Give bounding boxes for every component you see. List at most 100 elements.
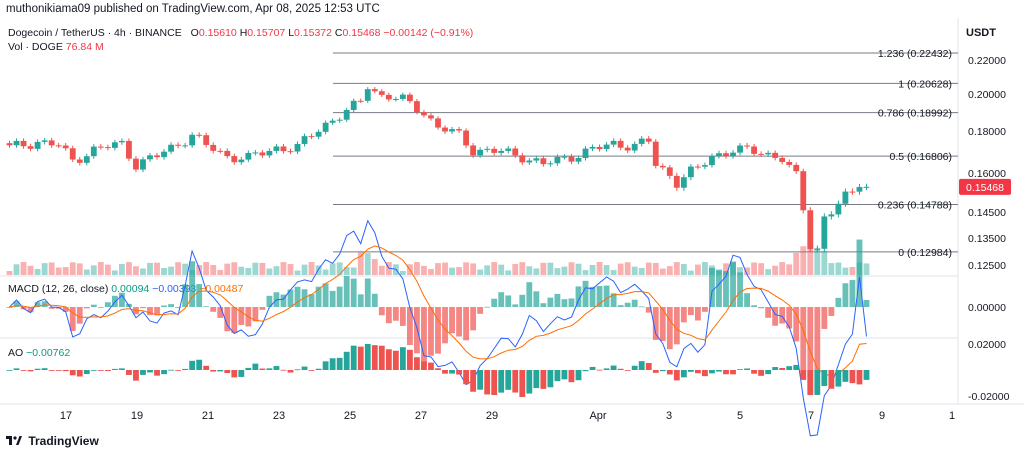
candle-body bbox=[716, 153, 722, 157]
volume-bar bbox=[680, 264, 687, 275]
y-tick-label: 0.14500 bbox=[968, 207, 1006, 219]
volume-bar bbox=[83, 269, 90, 275]
ao-label[interactable]: AO bbox=[8, 347, 24, 359]
ao-bar bbox=[638, 361, 645, 370]
candle-body bbox=[231, 156, 238, 163]
fib-level-label: 0.786 (0.18992) bbox=[878, 108, 952, 120]
ao-bar bbox=[301, 366, 308, 370]
volume-bar bbox=[449, 267, 455, 275]
volume-bar bbox=[13, 264, 20, 275]
ao-bar bbox=[800, 370, 807, 380]
ao-bar bbox=[772, 367, 779, 370]
ao-bar bbox=[175, 370, 182, 371]
volume-bar bbox=[575, 263, 582, 275]
volume-bar bbox=[582, 270, 589, 275]
macd-histogram-bar bbox=[807, 307, 814, 392]
candle-body bbox=[687, 166, 694, 178]
candle-body bbox=[41, 140, 48, 142]
ao-bar bbox=[210, 370, 217, 372]
ao-bar bbox=[273, 366, 280, 370]
ao-bar bbox=[744, 368, 750, 370]
volume-bar bbox=[210, 265, 217, 275]
candle-body bbox=[20, 140, 27, 147]
ao-bar bbox=[680, 370, 687, 378]
ao-bar bbox=[168, 369, 174, 371]
ao-bar bbox=[435, 368, 441, 370]
volume-bar bbox=[428, 268, 434, 275]
volume-bar bbox=[259, 262, 266, 275]
ao-bar bbox=[617, 368, 624, 370]
ao-bar bbox=[378, 345, 385, 370]
ao-bar bbox=[470, 370, 477, 392]
volume-bar bbox=[821, 250, 828, 275]
volume-bar bbox=[603, 265, 610, 275]
macd-histogram-bar bbox=[140, 307, 146, 309]
candle-body bbox=[147, 155, 153, 160]
volume-bar bbox=[666, 266, 673, 275]
ao-bar bbox=[364, 343, 371, 370]
macd-histogram-bar bbox=[392, 307, 399, 321]
macd-histogram-bar bbox=[168, 304, 174, 307]
candle-body bbox=[765, 152, 772, 155]
volume-bar bbox=[765, 269, 772, 275]
candle-body bbox=[730, 152, 736, 157]
candle-body bbox=[140, 159, 146, 170]
macd-histogram-bar bbox=[34, 302, 41, 307]
volume-bar bbox=[828, 263, 835, 275]
candle-body bbox=[631, 143, 638, 151]
candle-body bbox=[13, 140, 20, 146]
macd-histogram-bar bbox=[659, 307, 666, 341]
volume-bar bbox=[6, 271, 13, 275]
candle-body bbox=[744, 145, 750, 147]
macd-histogram-bar bbox=[238, 307, 245, 325]
ao-bar bbox=[252, 363, 259, 370]
ao-bar bbox=[76, 370, 83, 377]
macd-histogram-bar bbox=[596, 286, 603, 307]
macd-histogram-bar bbox=[41, 301, 48, 307]
candle-body bbox=[406, 94, 413, 102]
volume-bar bbox=[118, 263, 125, 275]
macd-histogram-bar bbox=[175, 307, 182, 308]
candle-body bbox=[547, 163, 554, 165]
volume-bar bbox=[69, 262, 76, 275]
candle-body bbox=[863, 186, 870, 188]
macd-histogram-bar bbox=[83, 307, 90, 309]
ao-bar bbox=[730, 370, 736, 375]
ao-bar bbox=[34, 368, 41, 370]
ao-bar bbox=[659, 370, 666, 372]
ao-bar bbox=[673, 370, 680, 381]
macd-histogram-bar bbox=[863, 299, 870, 307]
candle-body bbox=[435, 118, 441, 128]
ao-bar bbox=[41, 368, 48, 370]
macd-histogram-bar bbox=[118, 292, 125, 307]
volume-bar bbox=[90, 265, 97, 275]
candle-body bbox=[821, 216, 828, 249]
macd-histogram-bar bbox=[287, 289, 294, 307]
ao-bar bbox=[505, 370, 512, 390]
ao-bar bbox=[69, 370, 76, 376]
volume-label[interactable]: Vol · DOGE bbox=[8, 41, 63, 53]
y-tick-label: 0.20000 bbox=[968, 89, 1006, 101]
macd-histogram-bar bbox=[210, 307, 217, 312]
ao-bar bbox=[645, 362, 652, 370]
candle-body bbox=[470, 145, 477, 156]
candle-body bbox=[793, 164, 800, 172]
ao-bar bbox=[189, 360, 196, 370]
macd-histogram-bar bbox=[399, 307, 406, 326]
candle-body bbox=[582, 148, 589, 159]
macd-histogram-bar bbox=[322, 283, 329, 307]
macd-histogram-bar bbox=[315, 286, 322, 307]
macd-label[interactable]: MACD (12, 26, close) bbox=[8, 283, 109, 295]
price-axis-unit[interactable]: USDT bbox=[966, 27, 996, 39]
volume-bar bbox=[694, 264, 701, 275]
volume-bar bbox=[687, 270, 694, 275]
x-tick-label: 27 bbox=[415, 410, 427, 422]
symbol-label[interactable]: Dogecoin / TetherUS · 4h · BINANCE bbox=[8, 27, 182, 39]
macd-histogram-bar bbox=[709, 268, 715, 307]
ao-bar bbox=[716, 370, 722, 372]
macd-histogram-bar bbox=[203, 306, 210, 308]
volume-bar bbox=[421, 265, 427, 275]
candle-body bbox=[350, 100, 357, 110]
macd-histogram-bar bbox=[385, 307, 392, 324]
